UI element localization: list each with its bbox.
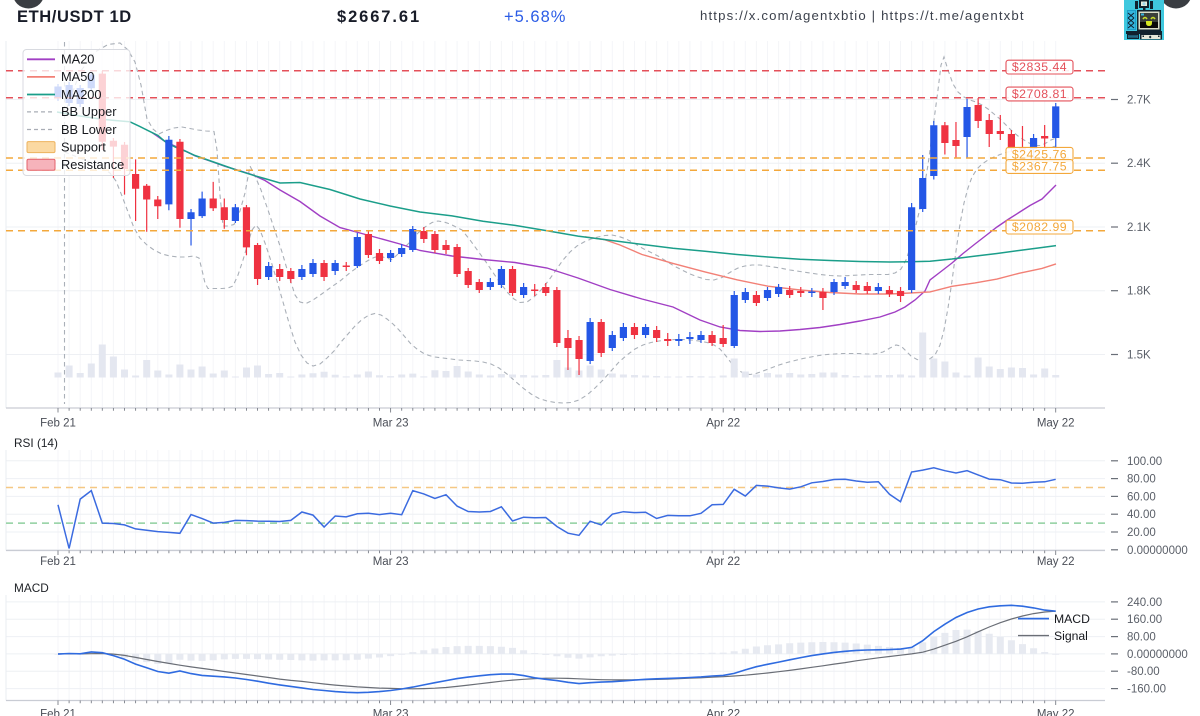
svg-text:Feb 21: Feb 21: [40, 556, 76, 568]
svg-text:-80.00: -80.00: [1127, 666, 1160, 678]
svg-text:Resistance: Resistance: [61, 157, 124, 172]
svg-text:+5.68%: +5.68%: [504, 8, 566, 26]
svg-text:Mar 23: Mar 23: [373, 556, 409, 568]
svg-text:RSI (14): RSI (14): [14, 436, 58, 450]
svg-text:20.00: 20.00: [1127, 527, 1156, 539]
svg-text:240.00: 240.00: [1127, 597, 1162, 609]
svg-text:$2082.99: $2082.99: [1012, 220, 1067, 234]
svg-text:$2425.76: $2425.76: [1012, 147, 1067, 161]
svg-text:100.00: 100.00: [1127, 456, 1162, 468]
svg-text:Signal: Signal: [1054, 629, 1088, 643]
svg-text:$2708.81: $2708.81: [1012, 87, 1067, 101]
svg-text:-160.00: -160.00: [1127, 684, 1166, 696]
svg-text:Mar 23: Mar 23: [373, 418, 409, 430]
svg-text:BB Upper: BB Upper: [61, 104, 117, 119]
svg-text:MA50: MA50: [61, 69, 94, 84]
svg-text:0.00000000: 0.00000000: [1127, 545, 1188, 557]
svg-text:May 22: May 22: [1037, 556, 1075, 568]
svg-text:0.00000000: 0.00000000: [1127, 649, 1188, 661]
svg-text:2.1K: 2.1K: [1127, 222, 1151, 234]
svg-text:MA200: MA200: [61, 87, 102, 102]
svg-text:May 22: May 22: [1037, 709, 1075, 716]
svg-text:$2367.75: $2367.75: [1012, 160, 1067, 174]
svg-text:80.00: 80.00: [1127, 632, 1156, 644]
svg-text:80.00: 80.00: [1127, 474, 1156, 486]
svg-text:Feb 21: Feb 21: [40, 709, 76, 716]
svg-text:160.00: 160.00: [1127, 614, 1162, 626]
svg-text:2.7K: 2.7K: [1127, 95, 1151, 107]
svg-text:Support: Support: [61, 139, 106, 154]
svg-text:Mar 23: Mar 23: [373, 709, 409, 716]
svg-text:Apr 22: Apr 22: [706, 418, 740, 430]
svg-text:BB Lower: BB Lower: [61, 122, 117, 137]
svg-text:Feb 21: Feb 21: [40, 418, 76, 430]
svg-text:1.5K: 1.5K: [1127, 350, 1151, 362]
svg-text:$2835.44: $2835.44: [1012, 60, 1067, 74]
svg-text:2.4K: 2.4K: [1127, 158, 1151, 170]
svg-text:60.00: 60.00: [1127, 491, 1156, 503]
svg-text:$2667.61: $2667.61: [337, 8, 421, 26]
svg-text:May 22: May 22: [1037, 418, 1075, 430]
svg-text:MA20: MA20: [61, 52, 94, 67]
svg-text:Apr 22: Apr 22: [706, 709, 740, 716]
svg-text:MACD: MACD: [1054, 612, 1090, 626]
svg-text:ETH/USDT 1D: ETH/USDT 1D: [17, 8, 132, 26]
svg-text:1.8K: 1.8K: [1127, 286, 1151, 298]
svg-text:Apr 22: Apr 22: [706, 556, 740, 568]
svg-text:MACD: MACD: [14, 581, 49, 595]
svg-text:40.00: 40.00: [1127, 509, 1156, 521]
svg-text:https://x.com/agentxbtio | htt: https://x.com/agentxbtio | https://t.me/…: [700, 8, 1025, 23]
